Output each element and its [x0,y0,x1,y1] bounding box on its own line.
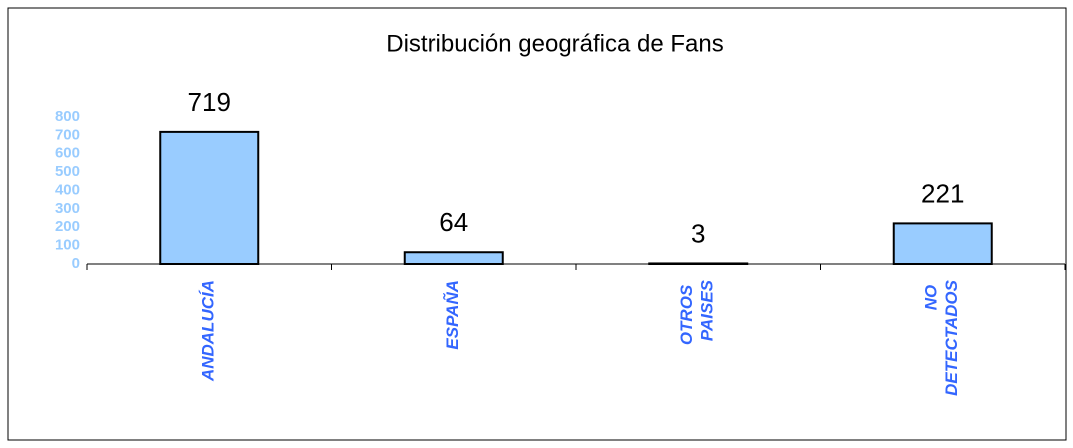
y-tick-label: 800 [55,108,80,125]
chart-title: Distribución geográfica de Fans [386,30,724,57]
y-tick-label: 600 [55,145,80,162]
x-tick-label: ANDALUCÍA [199,280,218,382]
bar [159,130,260,265]
x-tick-label: ESPAÑA [442,280,462,350]
x-tick-label: OTROS PAISES [678,279,717,345]
x-tick-label: NO DETECTADOS [922,279,961,396]
y-tick-label: 400 [55,181,80,198]
y-tick-label: 200 [55,218,80,235]
y-tick-label: 300 [55,200,80,217]
y-tick-label: 500 [55,163,80,180]
value-label: 64 [439,207,468,237]
value-label: 221 [921,178,964,208]
y-tick-label: 0 [72,255,80,272]
y-tick-label: 100 [55,237,80,254]
bar [648,262,749,266]
bar [892,222,993,265]
y-tick-label: 700 [55,126,80,143]
bar [403,251,504,266]
value-label: 3 [691,218,705,248]
value-label: 719 [188,87,231,117]
